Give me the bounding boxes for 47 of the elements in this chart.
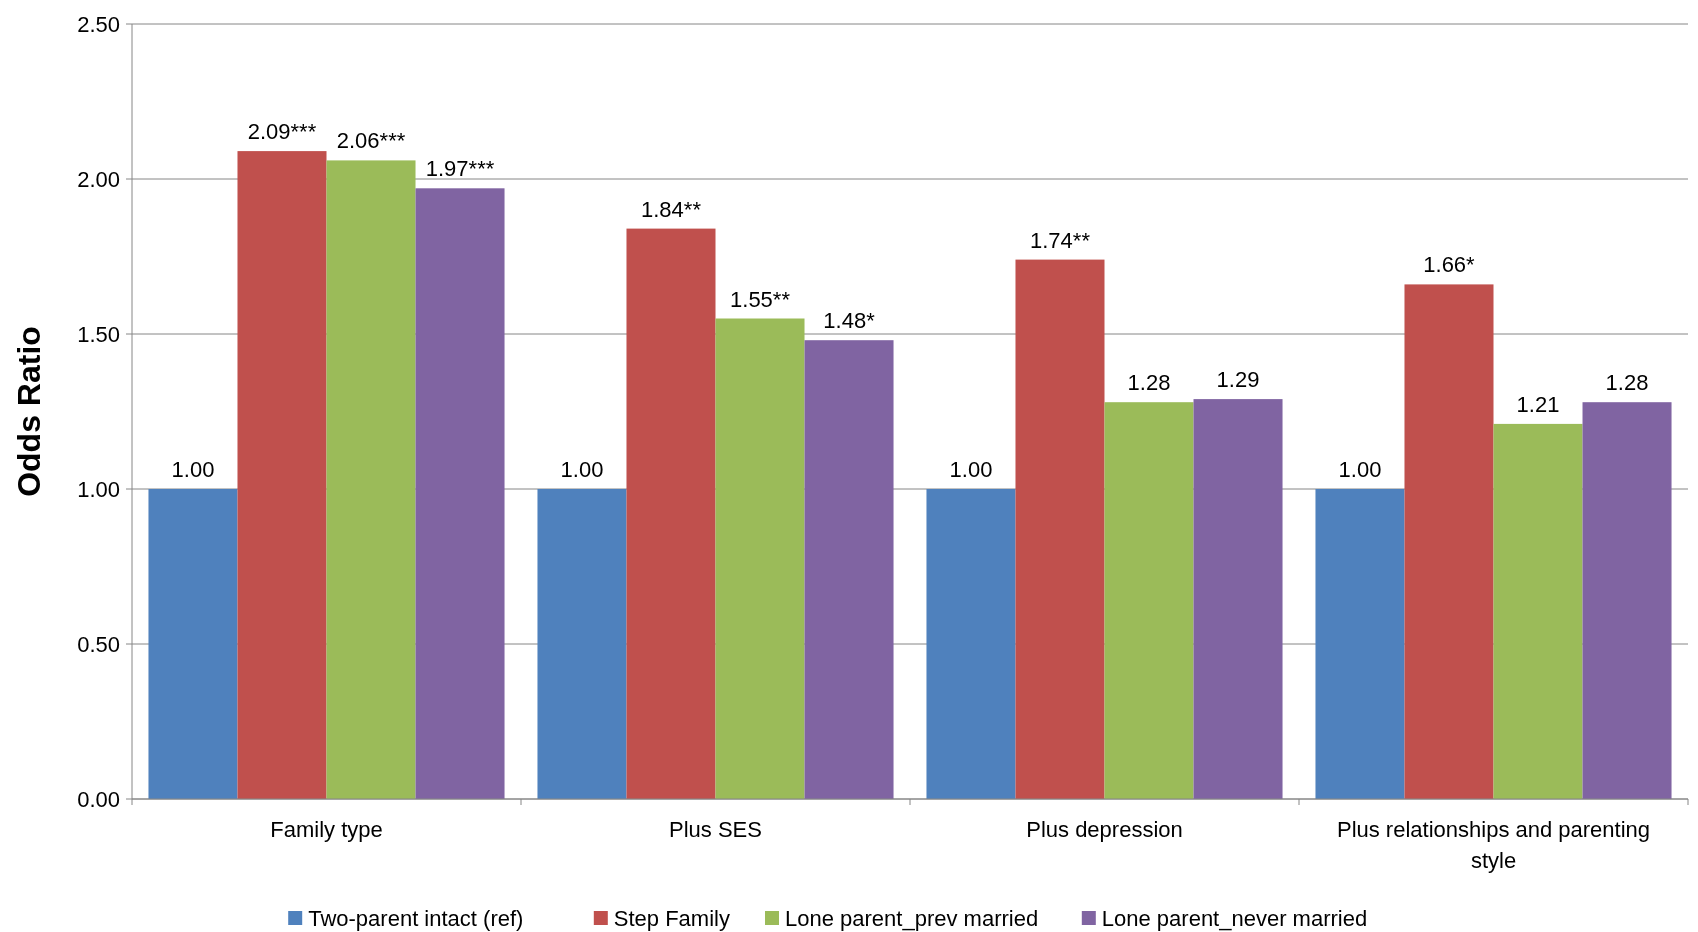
legend-label: Two-parent intact (ref) xyxy=(308,905,524,931)
bar xyxy=(1404,284,1494,799)
bar xyxy=(804,340,894,799)
bar xyxy=(1582,402,1672,799)
data-label: 1.29 xyxy=(1216,367,1260,393)
bar xyxy=(148,489,238,799)
bar xyxy=(626,228,716,799)
data-label: 1.21 xyxy=(1516,391,1560,417)
x-tick-label: Family type xyxy=(270,817,383,842)
y-tick-label: 1.50 xyxy=(77,321,120,347)
y-axis-title: Odds Ratio xyxy=(11,326,47,497)
data-label: 1.00 xyxy=(560,457,604,482)
data-label: 1.97*** xyxy=(425,156,495,182)
bar xyxy=(237,151,327,799)
data-label: 2.06*** xyxy=(336,128,406,154)
data-label: 1.48* xyxy=(823,308,876,334)
data-label: 1.00 xyxy=(171,457,215,482)
bar xyxy=(715,318,805,799)
y-tick-label: 0.50 xyxy=(77,631,120,657)
data-label: 1.55** xyxy=(730,286,791,312)
data-label: 1.28 xyxy=(1605,370,1649,396)
data-label: 1.00 xyxy=(1338,457,1382,482)
data-label: 1.74** xyxy=(1030,227,1091,253)
data-label: 1.66* xyxy=(1423,252,1476,278)
y-tick-label: 1.00 xyxy=(77,476,120,502)
y-tick-label: 2.50 xyxy=(77,11,120,37)
data-label: 2.09*** xyxy=(247,119,317,145)
bar xyxy=(1104,402,1194,799)
data-label: 1.28 xyxy=(1127,370,1171,396)
data-label: 1.84** xyxy=(641,196,702,222)
bar xyxy=(415,188,505,799)
x-tick-label: Plus SES xyxy=(669,817,762,842)
bar xyxy=(537,489,627,799)
legend-label: Lone parent_prev married xyxy=(785,905,1039,931)
x-tick-label: Plus relationships and parenting style xyxy=(1336,817,1651,873)
y-tick-label: 2.00 xyxy=(77,166,120,192)
legend-label: Step Family xyxy=(613,905,730,931)
bar xyxy=(926,489,1016,799)
legend-label: Lone parent_never married xyxy=(1101,905,1368,931)
y-tick-label: 0.00 xyxy=(77,786,120,812)
bar xyxy=(1015,259,1105,799)
data-label: 1.00 xyxy=(949,457,993,482)
bar xyxy=(1193,399,1283,799)
x-tick-label: Plus depression xyxy=(1026,817,1183,842)
bar xyxy=(326,160,416,799)
bar xyxy=(1315,489,1405,799)
bar xyxy=(1493,423,1583,799)
